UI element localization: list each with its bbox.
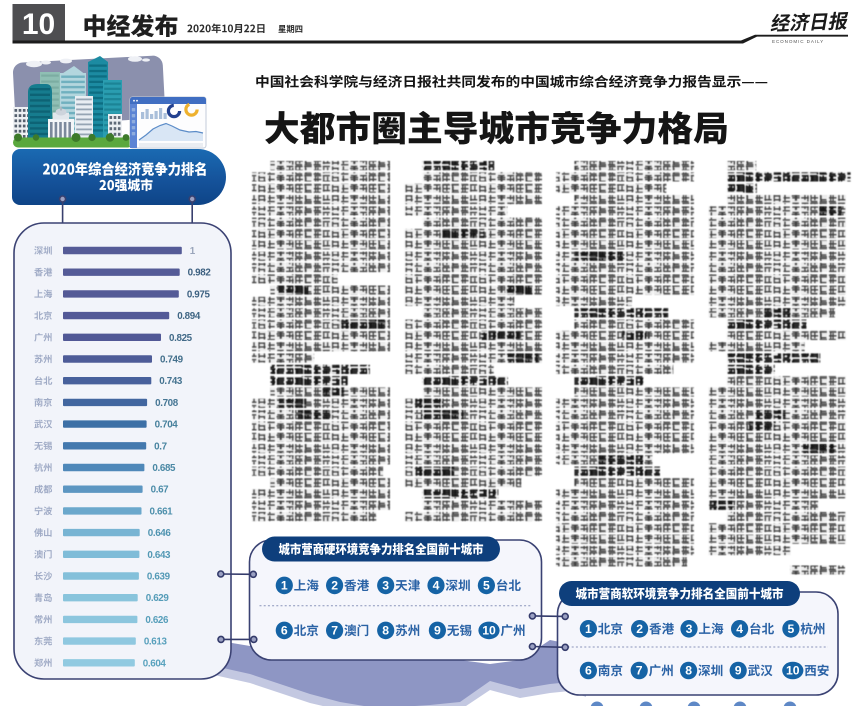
- svg-text:0.743: 0.743: [159, 376, 183, 387]
- svg-text:0.749: 0.749: [160, 355, 184, 366]
- svg-text:6: 6: [585, 664, 592, 678]
- svg-text:7: 7: [331, 623, 338, 637]
- svg-text:0.894: 0.894: [177, 311, 201, 322]
- svg-text:0.825: 0.825: [169, 333, 193, 344]
- svg-text:8: 8: [382, 623, 389, 637]
- svg-text:5: 5: [483, 578, 490, 592]
- svg-text:4: 4: [433, 578, 440, 592]
- svg-text:1: 1: [281, 578, 288, 592]
- svg-text:6: 6: [281, 623, 288, 637]
- svg-text:0.704: 0.704: [155, 420, 179, 431]
- svg-text:0.626: 0.626: [145, 615, 169, 626]
- svg-text:5: 5: [788, 622, 795, 636]
- svg-text:0.639: 0.639: [147, 572, 171, 583]
- svg-text:0.643: 0.643: [147, 550, 171, 561]
- svg-text:9: 9: [434, 623, 441, 637]
- svg-text:ECONOMIC DAILY: ECONOMIC DAILY: [772, 39, 824, 44]
- svg-text:0.982: 0.982: [188, 268, 212, 279]
- svg-text:0.646: 0.646: [148, 528, 172, 539]
- svg-text:1: 1: [190, 246, 196, 257]
- svg-text:9: 9: [735, 664, 742, 678]
- svg-text:0.604: 0.604: [143, 658, 167, 669]
- svg-text:8: 8: [685, 664, 692, 678]
- svg-text:2: 2: [636, 622, 643, 636]
- svg-text:0.67: 0.67: [151, 485, 170, 496]
- svg-text:3: 3: [382, 578, 389, 592]
- svg-text:10: 10: [786, 664, 800, 678]
- svg-text:10: 10: [482, 623, 496, 637]
- svg-text:10: 10: [22, 8, 55, 41]
- svg-text:7: 7: [636, 664, 643, 678]
- svg-text:2: 2: [331, 578, 338, 592]
- svg-text:0.975: 0.975: [187, 289, 211, 300]
- svg-text:1: 1: [585, 622, 592, 636]
- svg-text:4: 4: [736, 622, 743, 636]
- svg-text:0.661: 0.661: [150, 506, 174, 517]
- svg-text:0.708: 0.708: [155, 398, 179, 409]
- svg-text:0.7: 0.7: [154, 441, 167, 452]
- svg-text:0.629: 0.629: [146, 593, 170, 604]
- svg-text:3: 3: [686, 622, 693, 636]
- svg-text:0.685: 0.685: [152, 463, 176, 474]
- svg-text:0.613: 0.613: [144, 637, 168, 648]
